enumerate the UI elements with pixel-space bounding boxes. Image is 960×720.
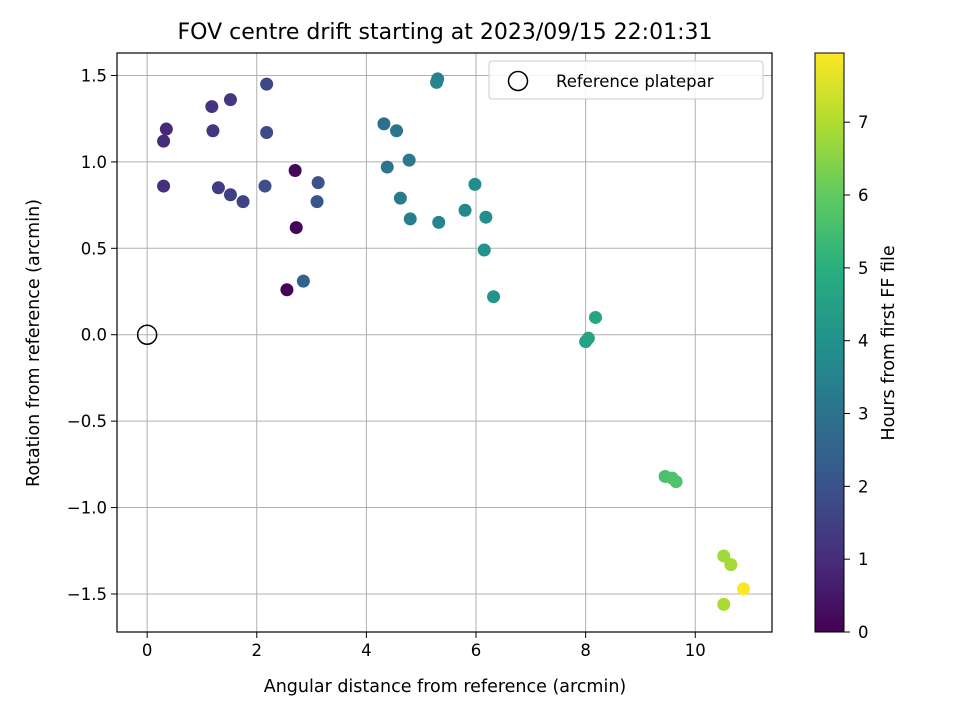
y-tick-label: 1.5 [81, 66, 107, 85]
x-axis-label: Angular distance from reference (arcmin) [264, 677, 627, 697]
data-point [296, 274, 310, 288]
data-point [223, 93, 237, 107]
data-point [159, 122, 173, 136]
data-point [717, 597, 731, 611]
y-tick-label: 0.0 [81, 326, 107, 345]
data-point [380, 160, 394, 174]
colorbar-tick-label: 4 [858, 332, 869, 351]
legend-box [488, 60, 764, 100]
x-tick-label: 0 [142, 641, 153, 660]
colorbar-tick-label: 1 [858, 550, 869, 569]
data-point [432, 215, 446, 229]
colorbar-tick-label: 7 [858, 113, 869, 132]
data-point [223, 188, 237, 202]
colorbar-tick-label: 6 [858, 186, 869, 205]
data-point [393, 191, 407, 205]
data-point [157, 134, 171, 148]
data-point [430, 75, 444, 89]
data-point [403, 212, 417, 226]
legend-marker [507, 70, 529, 92]
x-tick-label: 8 [580, 641, 591, 660]
data-point [402, 153, 416, 167]
y-tick-label: −1.0 [67, 499, 107, 518]
x-ticks: 0 2 4 6 8 10 [142, 632, 706, 660]
y-tick-label: −1.5 [67, 585, 107, 604]
legend-label: Reference platepar [556, 72, 714, 91]
reference [136, 324, 158, 345]
plot-frame [116, 52, 773, 633]
colorbar-label: Hours from first FF file [879, 245, 899, 440]
data-point [468, 177, 482, 191]
chart-title: FOV centre drift starting at 2023/09/15 … [178, 20, 713, 45]
x-tick-label: 6 [471, 641, 482, 660]
data-point [458, 203, 472, 217]
y-tick-label: 1.0 [81, 153, 107, 172]
data-point [736, 582, 750, 596]
y-axis-label: Rotation from reference (arcmin) [24, 199, 44, 487]
colorbar-tick-label: 3 [858, 405, 869, 424]
colorbar-tick-label: 2 [858, 477, 869, 496]
data-point [717, 549, 731, 563]
x-tick-label: 10 [685, 641, 706, 660]
data-point [724, 558, 738, 572]
reference-marker [136, 324, 158, 345]
x-tick-label: 4 [361, 641, 372, 660]
data-point [311, 176, 325, 190]
colorbar-tick-label: 0 [858, 623, 869, 642]
y-ticks: −1.5 −1.0 −0.5 0.0 0.5 1.0 1.5 [67, 66, 117, 604]
data-point [669, 475, 683, 489]
data-point [258, 179, 272, 193]
data-point [581, 331, 595, 345]
colorbar-gradient [814, 52, 845, 633]
data-point [206, 124, 220, 138]
points [157, 72, 750, 611]
data-point [390, 124, 404, 138]
data-point [280, 283, 294, 297]
data-point [157, 179, 171, 193]
colorbar-tick-label: 5 [858, 259, 869, 278]
data-point [479, 210, 493, 224]
data-point [310, 195, 324, 209]
colorbar-ticks: 0 1 2 3 4 5 6 7 [844, 113, 869, 642]
data-point [289, 221, 303, 235]
data-point [288, 164, 302, 178]
data-point [477, 243, 491, 257]
data-point [236, 195, 250, 209]
grid [117, 53, 772, 632]
y-tick-label: 0.5 [81, 239, 107, 258]
data-point [205, 100, 219, 114]
data-point [589, 310, 603, 324]
colorbar: 0 1 2 3 4 5 6 7 Hours from first FF file [814, 52, 899, 642]
data-point [377, 117, 391, 131]
y-tick-label: −0.5 [67, 412, 107, 431]
data-point [487, 290, 501, 304]
data-point [211, 181, 225, 195]
data-point [260, 126, 274, 140]
legend: Reference platepar [488, 60, 764, 100]
x-tick-label: 2 [252, 641, 263, 660]
data-point [260, 77, 274, 91]
